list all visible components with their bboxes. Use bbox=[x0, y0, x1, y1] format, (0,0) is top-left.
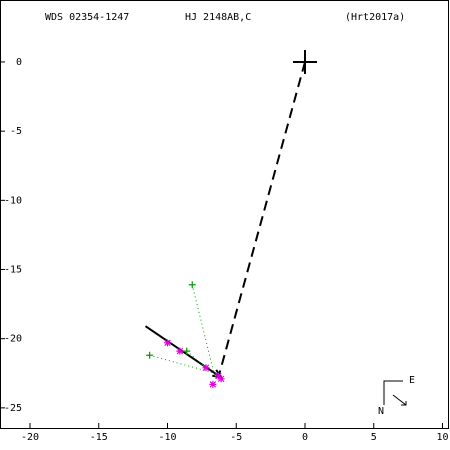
x-tick-label: 0 bbox=[302, 432, 308, 443]
compass-north: N bbox=[378, 406, 384, 417]
marker bbox=[146, 351, 154, 359]
compass bbox=[383, 380, 407, 406]
compass-east: E bbox=[409, 375, 415, 386]
marker bbox=[183, 347, 191, 355]
chart-title: WDS 02354-1247 bbox=[45, 12, 129, 23]
y-tick-label: -15 bbox=[4, 265, 22, 276]
line bbox=[149, 284, 216, 377]
y-tick-label: 0 bbox=[16, 57, 22, 68]
x-tick-label: 5 bbox=[371, 432, 377, 443]
y-tick-label: -20 bbox=[4, 334, 22, 345]
reference: (Hrt2017a) bbox=[345, 12, 405, 23]
chart-subtitle: HJ 2148AB,C bbox=[185, 12, 251, 23]
x-tick-label: -15 bbox=[90, 432, 108, 443]
marker bbox=[164, 339, 171, 347]
x-tick-label: -5 bbox=[230, 432, 242, 443]
x-tick-label: 10 bbox=[436, 432, 448, 443]
marker bbox=[202, 364, 210, 372]
frame bbox=[0, 0, 449, 429]
x-tick-label: -20 bbox=[21, 432, 39, 443]
marker bbox=[188, 281, 196, 289]
marker bbox=[176, 347, 184, 355]
marker bbox=[293, 49, 317, 74]
y-tick-label: -5 bbox=[10, 126, 22, 137]
marker bbox=[209, 380, 217, 388]
x-tick-label: -10 bbox=[158, 432, 176, 443]
y-tick-label: -10 bbox=[4, 195, 22, 206]
line bbox=[144, 325, 222, 379]
marker bbox=[217, 375, 225, 383]
y-tick-label: -25 bbox=[4, 403, 22, 414]
line bbox=[217, 61, 306, 378]
